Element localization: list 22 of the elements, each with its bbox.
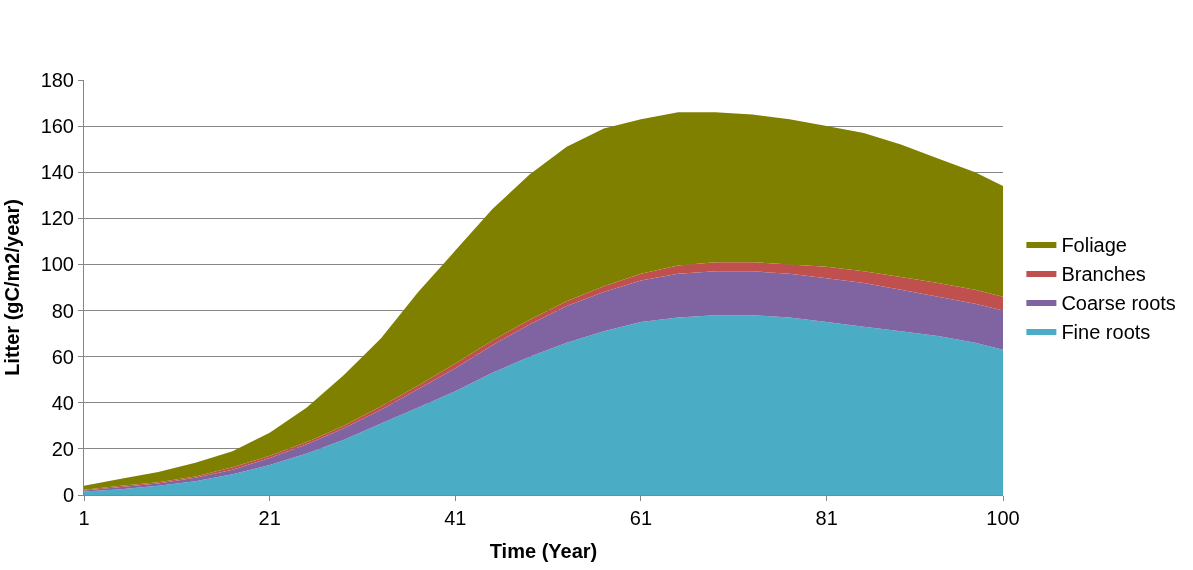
legend-label: Foliage	[1061, 233, 1127, 256]
y-tick-label: 160	[40, 115, 74, 138]
x-axis-title: Time (Year)	[489, 539, 598, 562]
y-tick-label: 100	[40, 253, 74, 276]
y-tick-label: 120	[40, 207, 74, 230]
legend-label: Branches	[1061, 262, 1146, 285]
x-tick-label: 81	[815, 507, 838, 529]
y-tick-label: 140	[40, 161, 74, 184]
y-tick-label: 180	[40, 69, 74, 91]
y-tick-label: 80	[51, 299, 74, 322]
y-tick-label: 20	[51, 437, 74, 460]
x-tick-label: 1	[78, 507, 90, 529]
legend-label: Coarse roots	[1061, 291, 1176, 314]
x-tick-label: 61	[629, 507, 653, 529]
x-tick-label: 21	[258, 507, 281, 529]
y-tick-label: 40	[51, 391, 74, 414]
y-tick-label: 0	[62, 484, 74, 506]
y-tick-label: 60	[51, 345, 74, 368]
legend-label: Fine roots	[1061, 320, 1151, 343]
x-tick-label: 100	[986, 507, 1020, 529]
y-axis-title: Litter (gC/m2/year)	[1, 199, 24, 376]
x-tick-label: 41	[444, 507, 467, 529]
